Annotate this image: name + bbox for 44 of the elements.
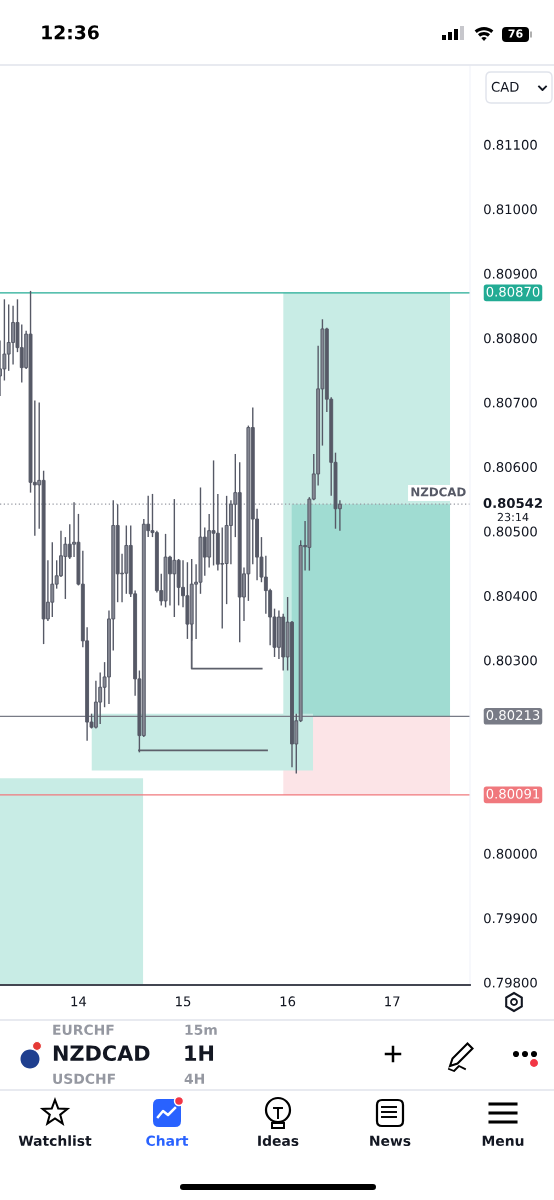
y-tick-label: 0.80500 [484,526,537,537]
text: Menu [482,1135,524,1147]
y-tick-label: 0.80800 [484,333,537,344]
y-tick-label: 0.80300 [484,655,537,666]
candlestick [211,459,216,567]
candlestick [98,671,103,725]
y-tick-label: 0.80600 [484,462,537,473]
ref-line-label: 0.80213 [486,710,540,721]
ref-line-label: 0.80870 [486,286,540,297]
y-tick-label: 0.81100 [484,139,537,150]
text: 4H [184,1073,205,1084]
candlestick [19,323,24,384]
y-axis-title: CAD [491,81,519,92]
y-tick-label: 0.79800 [484,977,537,988]
x-tick-label: 17 [385,996,400,1007]
y-tick-label: 0.79900 [484,913,537,924]
text: USDCHF [53,1073,115,1085]
y-tick-label: 0.80000 [484,848,537,859]
x-tick-label: 14 [71,996,87,1007]
text: NZDCAD [53,1045,150,1062]
text: 12:36 [42,25,99,40]
text: 15m [185,1024,217,1036]
text: 1H [185,1045,214,1061]
text: EURCHF [53,1024,114,1036]
text: Chart [146,1135,189,1147]
y-tick-label: 0.80700 [484,397,537,408]
candlestick [220,526,225,630]
candlestick [11,305,16,366]
text: News [370,1135,411,1147]
x-tick-label: 16 [280,996,296,1007]
y-tick-label: 0.81000 [484,204,537,215]
ref-line-label: 0.80542 [483,498,542,509]
candlestick [50,541,55,618]
text: 23:14 [497,512,529,522]
candlestick [172,498,177,618]
candlestick [6,303,11,372]
y-tick-label: 0.80900 [484,268,537,279]
y-tick-label: 0.80400 [484,590,537,601]
text: NZDCAD [411,487,466,497]
text: Watchlist [18,1135,92,1147]
text: Ideas [258,1135,299,1147]
x-tick-label: 15 [176,996,191,1007]
text: 76 [508,29,523,38]
ref-line-label: 0.80091 [486,788,540,799]
